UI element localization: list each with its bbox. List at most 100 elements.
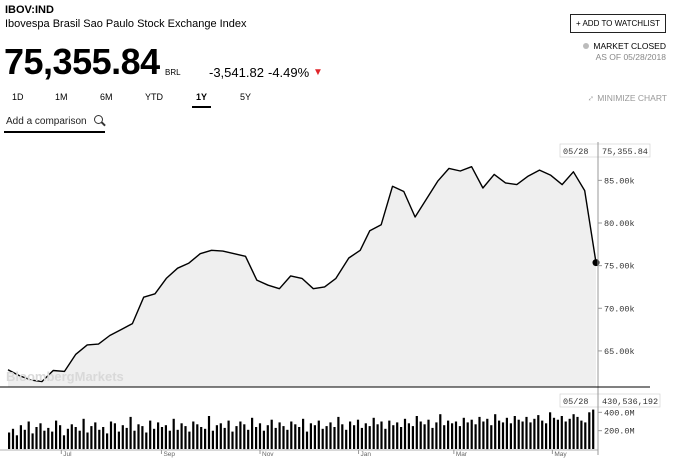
volume-tick-label: 200.0M xyxy=(604,427,635,437)
volume-bar xyxy=(19,425,22,449)
volume-bar xyxy=(325,426,328,449)
volume-bar xyxy=(545,423,548,449)
volume-bar xyxy=(11,428,15,449)
status-dot-icon xyxy=(583,43,590,49)
volume-bar xyxy=(513,416,516,449)
volume-bar xyxy=(235,426,238,449)
volume-bar xyxy=(431,427,434,449)
volume-bar xyxy=(141,426,144,449)
volume-bar xyxy=(192,421,195,449)
volume-bar xyxy=(584,422,587,449)
volume-bar xyxy=(447,420,450,449)
minimize-chart-button[interactable]: ↕MINIMIZE CHART xyxy=(586,93,667,103)
index-name: Ibovespa Brasil Sao Paulo Stock Exchange… xyxy=(5,18,247,30)
range-tab-1m[interactable]: 1M xyxy=(55,92,68,102)
volume-bar xyxy=(407,423,410,449)
currency-label: BRL xyxy=(165,68,181,77)
volume-bar xyxy=(251,417,254,449)
volume-bar xyxy=(501,422,505,449)
volume-bar xyxy=(231,431,234,449)
volume-bar xyxy=(227,420,230,449)
down-arrow-icon: ▼ xyxy=(313,67,323,78)
volume-bar xyxy=(172,418,175,450)
as-of-date: AS OF 05/28/2018 xyxy=(595,52,666,62)
price-tick-label: 65.00k xyxy=(604,347,635,357)
volume-bar xyxy=(525,416,528,449)
volume-bar xyxy=(153,428,156,449)
range-tab-1d[interactable]: 1D xyxy=(12,92,24,102)
volume-tick-label: 400.0M xyxy=(604,408,635,418)
range-tab-1y[interactable]: 1Y xyxy=(191,92,212,108)
volume-bar xyxy=(364,423,367,449)
volume-bar xyxy=(274,427,277,449)
volume-bar xyxy=(309,423,312,449)
volume-bar xyxy=(184,426,187,449)
volume-bar xyxy=(580,420,583,449)
volume-last-box xyxy=(559,393,661,408)
last-value-label: 75,355.84 xyxy=(602,147,648,157)
volume-bar xyxy=(588,412,591,449)
volume-bar xyxy=(337,416,340,449)
last-date-label: 05/28 xyxy=(563,147,589,157)
volume-bar xyxy=(560,416,563,449)
month-axis: Jul Sep Nov Jan Mar May xyxy=(60,450,567,458)
volume-bar xyxy=(90,426,93,449)
volume-bar xyxy=(8,432,11,449)
volume-bar xyxy=(59,425,62,449)
volume-bar xyxy=(533,418,536,450)
volume-bar xyxy=(219,423,222,449)
volume-bar xyxy=(549,412,552,449)
volume-bar xyxy=(137,424,140,450)
volume-bar xyxy=(243,424,246,450)
volume-bar xyxy=(164,425,167,449)
volume-bar xyxy=(78,430,81,449)
volume-bar xyxy=(82,418,85,450)
volume-bar xyxy=(576,416,579,449)
volume-bar xyxy=(129,416,132,449)
volume-bar xyxy=(443,425,446,449)
volume-bar xyxy=(400,427,403,449)
market-status-text: MARKET CLOSED xyxy=(593,41,666,51)
month-label: Nov xyxy=(262,451,274,458)
volume-bar xyxy=(411,426,414,449)
volume-bar xyxy=(321,428,324,449)
range-tab-ytd[interactable]: YTD xyxy=(145,92,163,102)
volume-bar xyxy=(51,431,54,449)
volume-bar xyxy=(419,421,422,449)
range-tab-5y[interactable]: 5Y xyxy=(240,92,252,102)
comparison-search-input[interactable] xyxy=(4,112,92,130)
volume-bar xyxy=(505,417,508,449)
volume-bar xyxy=(294,424,297,450)
volume-bar xyxy=(145,432,148,449)
volume-bar xyxy=(247,429,250,450)
volume-bar xyxy=(223,427,226,449)
volume-bar xyxy=(204,428,207,449)
price-line xyxy=(7,166,597,383)
volume-bar xyxy=(266,425,269,449)
comparison-search xyxy=(4,112,105,133)
volume-bar xyxy=(454,421,458,449)
price-axis: 85.00k 80.00k 75.00k 70.00k 65.00k 05/28 75,35… xyxy=(559,143,651,357)
price-tick-label: 80.00k xyxy=(604,219,635,229)
volume-bar xyxy=(498,420,501,449)
volume-bar xyxy=(258,423,262,449)
range-tab-6m[interactable]: 6M xyxy=(100,92,113,102)
last-price: 75,355.84 xyxy=(4,41,160,82)
price-area xyxy=(8,166,596,387)
add-to-watchlist-button[interactable]: + ADD TO WATCHLIST xyxy=(570,14,666,33)
volume-bar xyxy=(70,424,73,450)
volume-bar xyxy=(211,430,214,449)
volume-axis: 400.0M 200.0M 05/28 430,536,192 xyxy=(559,393,661,437)
volume-bar xyxy=(458,426,461,449)
volume-bar xyxy=(35,427,38,449)
search-icon[interactable] xyxy=(94,115,103,124)
volume-bar xyxy=(494,414,497,449)
month-label: May xyxy=(554,451,567,458)
volume-bar xyxy=(23,429,26,450)
volume-bar xyxy=(462,417,465,449)
volume-bar xyxy=(317,420,320,449)
volume-bar xyxy=(360,427,363,449)
volume-bar xyxy=(113,423,116,449)
volume-bar xyxy=(380,421,383,449)
